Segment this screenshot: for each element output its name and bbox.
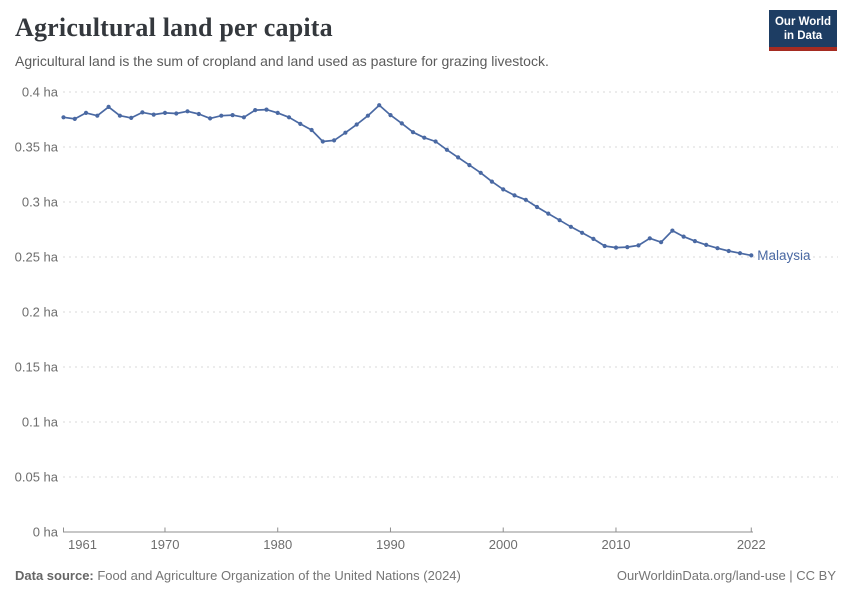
- data-point: [208, 116, 213, 121]
- data-point: [512, 193, 517, 198]
- chart-subtitle: Agricultural land is the sum of cropland…: [15, 53, 549, 69]
- owid-logo[interactable]: Our World in Data: [769, 10, 837, 51]
- y-axis-tick-label: 0.25 ha: [15, 250, 59, 265]
- x-axis-tick-label: 1980: [263, 537, 292, 552]
- data-point: [399, 121, 404, 126]
- data-point: [309, 127, 314, 133]
- data-point: [580, 230, 585, 235]
- data-source-label: Data source:: [15, 568, 94, 583]
- data-point: [681, 234, 686, 239]
- data-source-text: Food and Agriculture Organization of the…: [93, 568, 461, 583]
- data-point: [185, 109, 190, 114]
- data-point: [444, 147, 449, 152]
- data-point: [72, 116, 77, 121]
- data-point: [354, 122, 359, 127]
- data-point: [253, 108, 258, 113]
- data-point: [467, 163, 472, 168]
- data-point: [388, 113, 393, 118]
- data-point: [726, 248, 731, 254]
- data-point: [230, 113, 235, 118]
- data-point: [332, 138, 337, 143]
- data-point: [140, 110, 145, 115]
- data-point: [489, 179, 494, 184]
- x-axis-tick-label: 2010: [602, 537, 631, 552]
- data-point: [286, 115, 292, 120]
- data-point: [196, 111, 201, 117]
- data-point: [129, 115, 134, 120]
- data-point: [670, 228, 675, 233]
- data-point: [456, 155, 461, 160]
- data-point: [523, 197, 528, 202]
- data-point: [83, 110, 89, 115]
- data-point: [704, 242, 709, 247]
- data-point: [264, 107, 269, 112]
- y-axis-tick-label: 0.4 ha: [22, 85, 59, 100]
- x-axis-tick-label: 2022: [737, 537, 766, 552]
- page-title: Agricultural land per capita: [15, 13, 333, 42]
- data-point: [692, 239, 698, 244]
- data-point: [162, 110, 168, 115]
- data-point: [568, 224, 574, 229]
- data-point: [275, 110, 280, 115]
- data-point: [320, 139, 325, 144]
- data-point: [501, 187, 506, 192]
- data-point: [659, 240, 664, 245]
- data-point: [365, 113, 370, 118]
- x-axis-tick-label: 1961: [68, 537, 97, 552]
- data-point: [422, 135, 427, 140]
- data-point: [534, 204, 540, 210]
- data-point: [343, 130, 348, 135]
- data-point: [95, 113, 100, 118]
- data-point: [433, 139, 438, 144]
- data-point: [106, 104, 111, 109]
- data-point: [117, 113, 122, 118]
- data-point: [478, 170, 483, 175]
- owid-logo-line2: in Data: [783, 30, 823, 42]
- data-point: [557, 218, 562, 223]
- y-axis-tick-label: 0.15 ha: [15, 360, 59, 375]
- data-point: [546, 211, 551, 216]
- data-point: [298, 121, 303, 126]
- data-point: [636, 243, 641, 248]
- x-axis-tick-label: 1990: [376, 537, 405, 552]
- y-axis-tick-label: 0.35 ha: [15, 140, 59, 155]
- data-point: [625, 245, 630, 250]
- data-point: [749, 253, 754, 258]
- data-point: [377, 103, 382, 108]
- rights-note[interactable]: OurWorldinData.org/land-use | CC BY: [617, 568, 836, 583]
- data-point: [151, 112, 156, 117]
- y-axis-tick-label: 0 ha: [33, 525, 59, 540]
- chart-footer: Data source: Food and Agriculture Organi…: [15, 568, 836, 583]
- data-point: [613, 245, 619, 250]
- series-label-malaysia: Malaysia: [757, 248, 811, 263]
- owid-logo-line1: Our World: [774, 16, 831, 28]
- x-axis-tick-label: 2000: [489, 537, 518, 552]
- trend-line: [62, 104, 753, 257]
- data-point: [737, 251, 743, 256]
- data-point: [174, 111, 179, 116]
- y-axis-tick-label: 0.05 ha: [15, 470, 59, 485]
- data-point: [241, 115, 246, 120]
- data-point: [591, 236, 596, 241]
- y-axis-tick-label: 0.1 ha: [22, 415, 59, 430]
- data-point: [61, 115, 66, 120]
- data-point: [647, 236, 652, 241]
- data-point: [602, 243, 607, 249]
- x-axis-tick-label: 1970: [151, 537, 180, 552]
- data-point: [715, 246, 720, 251]
- owid-link[interactable]: OurWorldinData.org/land-use | CC BY: [616, 568, 836, 583]
- y-axis-tick-label: 0.2 ha: [22, 305, 59, 320]
- data-point: [219, 113, 224, 118]
- data-source-note: Data source: Food and Agriculture Organi…: [15, 568, 461, 583]
- data-point: [410, 130, 416, 135]
- y-axis-tick-label: 0.3 ha: [22, 195, 59, 210]
